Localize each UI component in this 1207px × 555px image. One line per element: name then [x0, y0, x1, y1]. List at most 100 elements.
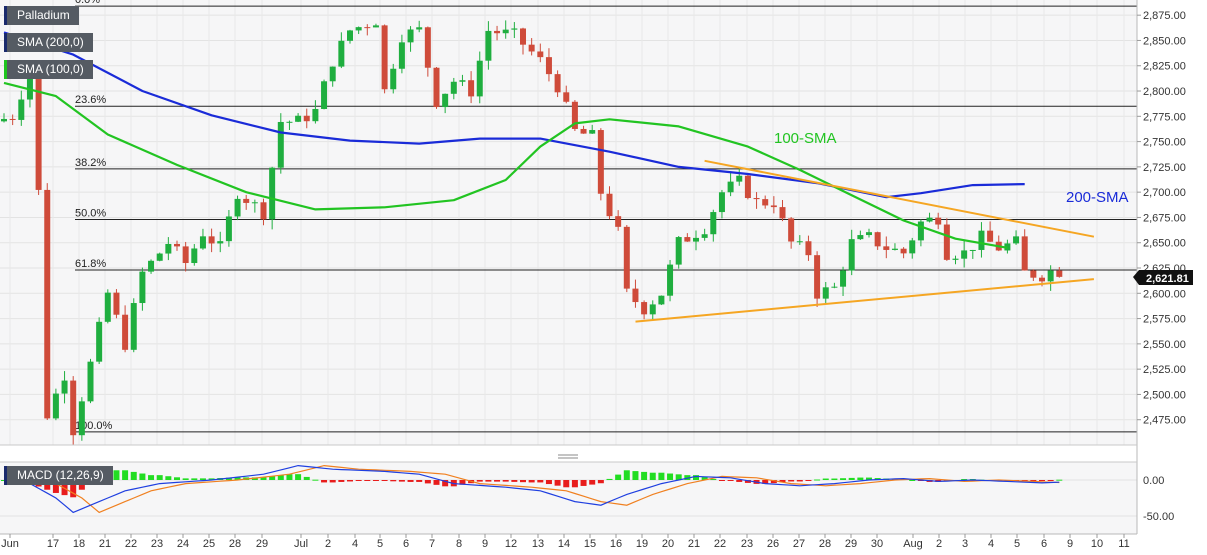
macd-plot-background: [0, 462, 1137, 534]
sma100-legend[interactable]: SMA (100,0): [4, 60, 93, 79]
macd-histogram-bar: [606, 478, 613, 480]
candle-body: [554, 74, 561, 93]
price-tick-label: 2,700.00: [1143, 187, 1186, 199]
candle-body: [199, 236, 206, 249]
macd-histogram-bar: [390, 480, 397, 482]
sma100-line: [3, 81, 1008, 249]
price-tick-label: 2,800.00: [1143, 86, 1186, 98]
candle-body: [234, 198, 241, 217]
candle-body: [338, 40, 345, 67]
macd-histogram-bar: [165, 476, 172, 480]
date-tick-label: 5: [1014, 538, 1020, 550]
candle-body: [139, 271, 146, 304]
candle-body: [736, 175, 743, 182]
candle-body: [917, 221, 924, 241]
candle-body: [987, 230, 994, 242]
candle-body: [632, 288, 639, 303]
date-tick-label: Jun: [1, 538, 19, 550]
candle-body: [909, 240, 916, 254]
candle-body: [148, 260, 155, 272]
candle-body: [156, 253, 163, 261]
price-tick-label: 2,550.00: [1143, 339, 1186, 351]
date-tick-label: 8: [456, 538, 462, 550]
macd-histogram-bar: [338, 480, 345, 482]
candle-body: [165, 243, 172, 254]
sma200-annotation: 200-SMA: [1066, 189, 1129, 206]
macd-histogram-bar: [779, 480, 786, 483]
candle-body: [303, 115, 310, 122]
instrument-legend[interactable]: Palladium: [4, 6, 79, 25]
sma200-legend[interactable]: SMA (200,0): [4, 33, 93, 52]
macd-histogram-bar: [139, 473, 146, 480]
macd-legend[interactable]: MACD (12,26,9): [4, 466, 113, 485]
macd-histogram-bar: [822, 478, 829, 480]
macd-histogram-bar: [269, 476, 276, 480]
candle-body: [649, 304, 656, 315]
trend-line: [635, 278, 1094, 323]
macd-histogram-bar: [693, 475, 699, 480]
candle-body: [243, 198, 250, 203]
candle-body: [225, 216, 232, 242]
macd-histogram-bar: [295, 474, 302, 480]
candle-body: [511, 28, 518, 30]
macd-histogram-bar: [667, 473, 674, 480]
candle-body: [926, 217, 933, 222]
candle-body: [52, 393, 59, 419]
date-tick-label: 29: [845, 538, 857, 550]
candle-body: [502, 29, 509, 34]
candle-body: [459, 80, 466, 82]
macd-histogram-bar: [182, 478, 189, 480]
date-tick-label: Aug: [903, 538, 923, 550]
macd-histogram-bar: [589, 480, 596, 485]
macd-histogram-bar: [675, 474, 682, 480]
date-tick-label: 6: [403, 538, 409, 550]
candle-body: [753, 198, 760, 200]
panel-resize-handle[interactable]: [558, 454, 578, 459]
date-tick-label: 16: [610, 538, 622, 550]
candle-body: [442, 93, 449, 108]
candle-body: [978, 230, 985, 250]
candle-body: [217, 241, 224, 244]
candle-body: [589, 130, 596, 134]
candle-body: [208, 236, 215, 244]
macd-histogram-bar: [563, 480, 570, 488]
macd-histogram-bar: [632, 471, 639, 480]
candle-body: [390, 68, 397, 90]
date-tick-label: 19: [636, 538, 648, 550]
date-tick-label: 22: [714, 538, 726, 550]
price-tick-label: 2,675.00: [1143, 212, 1186, 224]
fib-level-label: 23.6%: [75, 94, 106, 106]
date-tick-label: 27: [793, 538, 805, 550]
macd-histogram-bar: [857, 477, 864, 480]
candle-body: [494, 30, 501, 34]
date-tick-label: 18: [73, 538, 85, 550]
candle-body: [615, 216, 622, 227]
macd-histogram-bar: [571, 480, 578, 488]
price-tick-label: 2,575.00: [1143, 314, 1186, 326]
candle-body: [18, 99, 25, 120]
candle-body: [641, 302, 648, 315]
macd-histogram-bar: [407, 480, 414, 482]
candle-body: [87, 361, 94, 402]
candle-body: [122, 314, 129, 350]
date-tick-label: 3: [962, 538, 968, 550]
candle-body: [61, 380, 68, 394]
macd-histogram-bar: [303, 476, 310, 480]
date-tick-label: 23: [151, 538, 163, 550]
candlesticks: [1, 20, 1063, 445]
candle-body: [597, 130, 604, 194]
macd-histogram-bar: [554, 480, 561, 486]
candle-body: [814, 255, 821, 299]
macd-histogram-bar: [814, 479, 821, 481]
macd-histogram-bar: [580, 480, 587, 486]
macd-histogram-bar: [277, 475, 284, 480]
macd-histogram-bar: [727, 480, 734, 481]
price-tick-label: 2,825.00: [1143, 61, 1186, 73]
macd-histogram-bar: [329, 480, 336, 483]
axes: [0, 0, 1138, 535]
candle-body: [416, 27, 423, 30]
macd-line: [3, 464, 1060, 514]
macd-histogram-bar: [199, 478, 206, 480]
date-tick-label: 20: [662, 538, 674, 550]
